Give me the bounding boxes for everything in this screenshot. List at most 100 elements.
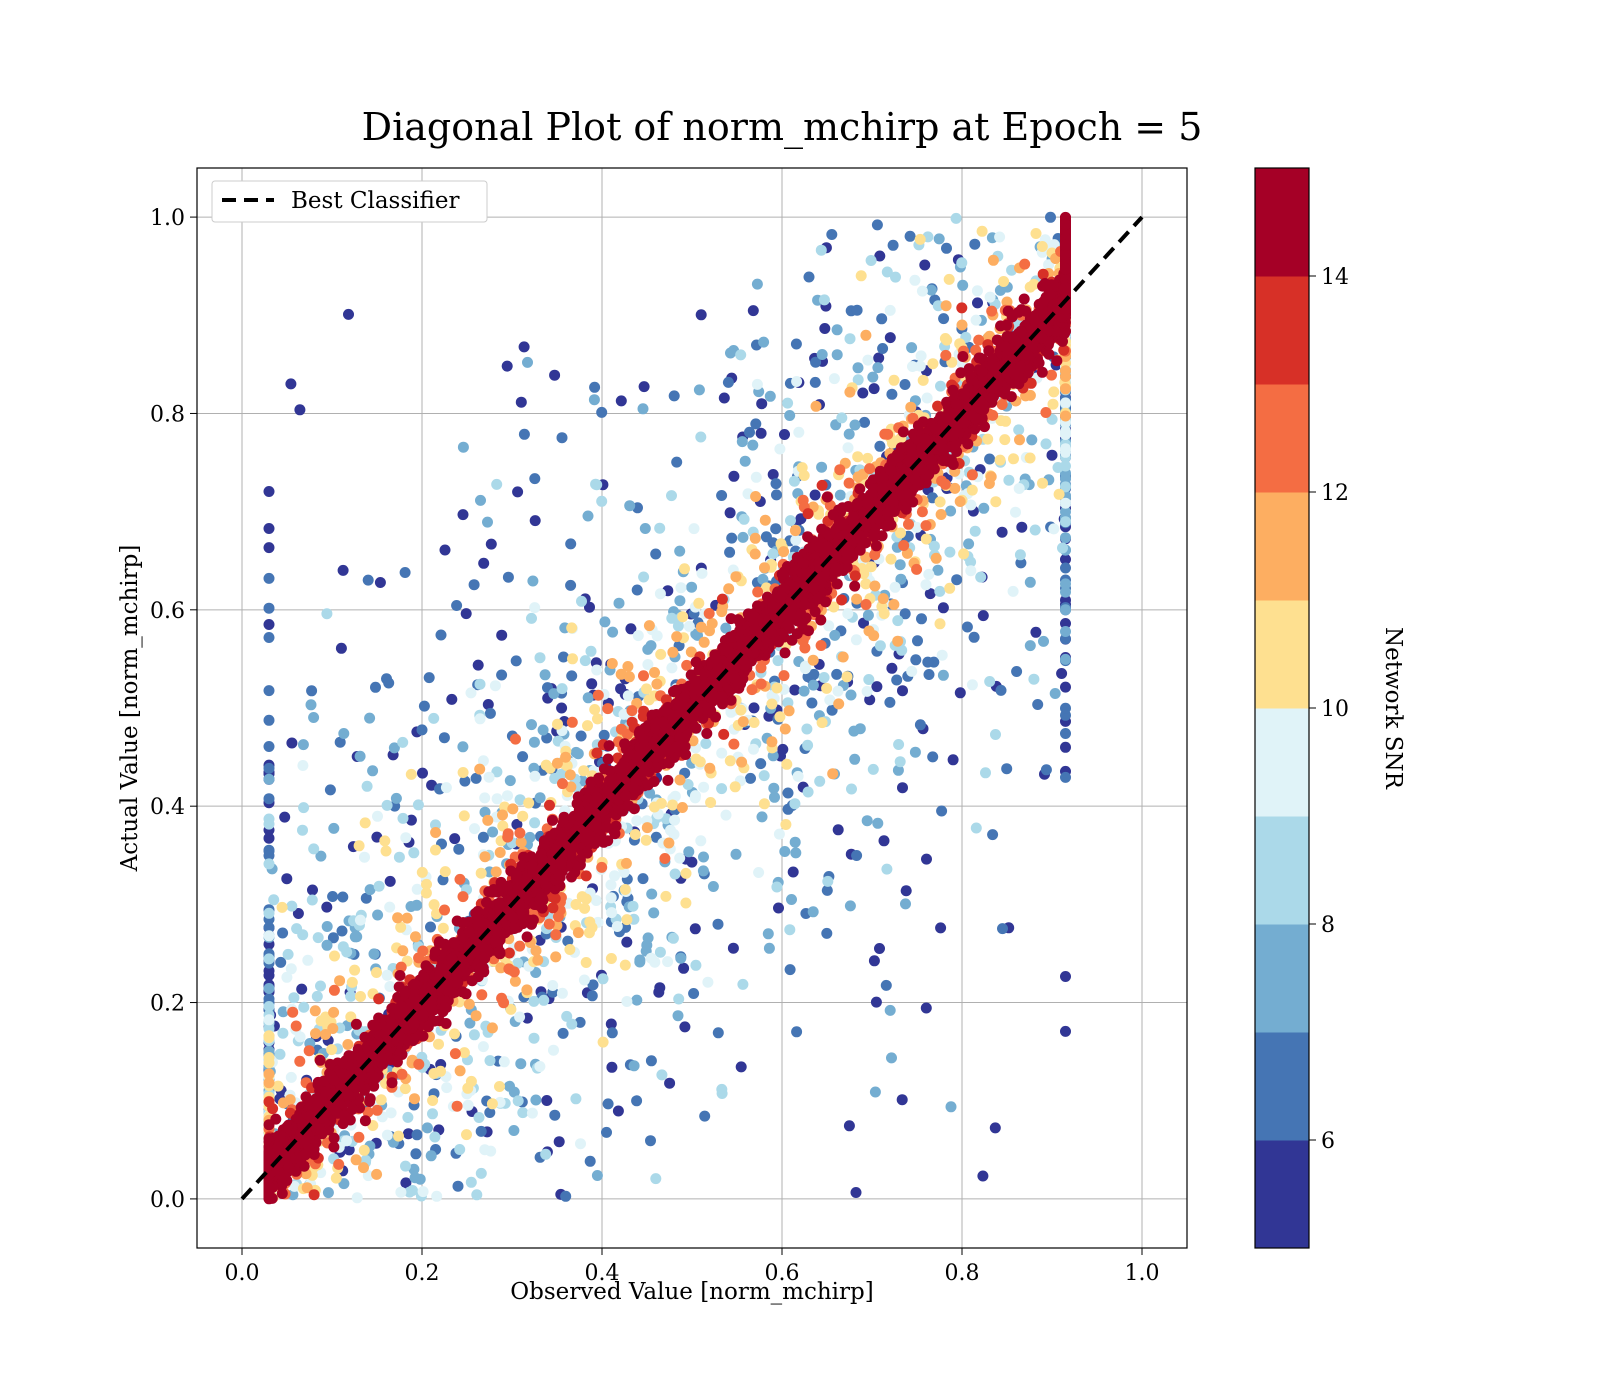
scatter-point (970, 314, 982, 326)
scatter-point (605, 953, 617, 964)
scatter-point (285, 378, 297, 390)
scatter-point (508, 966, 520, 978)
scatter-point (1003, 474, 1015, 486)
scatter-point (263, 523, 275, 534)
scatter-point (528, 995, 540, 1007)
scatter-point (666, 490, 677, 502)
scatter-point (263, 1032, 275, 1044)
scatter-point (1048, 239, 1060, 251)
scatter-point (263, 542, 275, 554)
scatter-point (263, 793, 275, 805)
scatter-point (1024, 576, 1036, 588)
scatter-point (281, 873, 293, 885)
scatter-point (844, 900, 856, 912)
scatter-point (1060, 481, 1071, 493)
scatter-point (994, 231, 1006, 243)
scatter-point (854, 483, 866, 495)
scatter-point (263, 969, 275, 981)
scatter-point (977, 1170, 989, 1182)
scatter-point (728, 738, 740, 750)
scatter-point (655, 648, 667, 660)
scatter-point (1019, 258, 1031, 270)
scatter-point (702, 976, 714, 988)
scatter-point (334, 975, 346, 987)
scatter-point (393, 1130, 404, 1142)
scatter-point (336, 925, 348, 937)
scatter-point (454, 1144, 466, 1155)
scatter-point (465, 687, 477, 699)
scatter-point (909, 274, 921, 286)
scatter-point (482, 516, 493, 528)
scatter-point (940, 349, 952, 361)
scatter-point (649, 667, 660, 678)
scatter-point (936, 649, 948, 661)
scatter-point (919, 259, 931, 271)
scatter-point (750, 418, 762, 430)
scatter-point (1060, 728, 1071, 739)
scatter-point (677, 611, 689, 623)
scatter-point (263, 850, 275, 862)
scatter-point (1060, 741, 1071, 753)
scatter-point (789, 798, 801, 810)
scatter-point (1040, 764, 1052, 776)
scatter-point (381, 673, 392, 685)
scatter-point (625, 623, 637, 635)
scatter-point (491, 766, 503, 778)
scatter-point (334, 736, 346, 748)
scatter-point (395, 921, 407, 933)
scatter-point (628, 1060, 640, 1072)
scatter-point (364, 1096, 376, 1107)
chart-title: Diagonal Plot of norm_mchirp at Epoch = … (362, 105, 1203, 150)
scatter-point (1048, 386, 1060, 398)
scatter-point (871, 219, 883, 231)
scatter-point (530, 945, 542, 957)
scatter-point (957, 351, 969, 362)
scatter-point (338, 728, 350, 739)
scatter-point (549, 1109, 561, 1121)
scatter-point (894, 756, 906, 768)
scatter-point (798, 685, 810, 697)
scatter-point (515, 836, 527, 848)
scatter-point (640, 834, 652, 846)
scatter-point (583, 927, 595, 939)
scatter-point (793, 426, 805, 438)
scatter-point (984, 291, 996, 303)
scatter-point (977, 610, 989, 622)
scatter-point (760, 531, 772, 543)
scatter-point (751, 378, 763, 390)
scatter-point (279, 811, 291, 823)
scatter-point (966, 469, 978, 481)
scatter-point (564, 944, 576, 955)
scatter-point (449, 1048, 461, 1060)
scatter-point (755, 678, 767, 690)
scatter-point (578, 765, 590, 777)
scatter-point (298, 802, 310, 814)
scatter-point (584, 601, 595, 613)
scatter-point (859, 416, 870, 428)
scatter-point (872, 817, 884, 829)
scatter-point (936, 805, 948, 817)
scatter-point (863, 625, 875, 637)
scatter-point (372, 810, 383, 822)
scatter-point (417, 1030, 429, 1042)
scatter-point (836, 594, 848, 606)
scatter-point (680, 867, 692, 879)
scatter-point (821, 927, 833, 939)
scatter-point (674, 545, 686, 557)
scatter-point (923, 669, 935, 680)
scatter-point (1030, 626, 1042, 638)
scatter-point (416, 866, 428, 878)
scatter-point (916, 285, 928, 297)
scatter-point (914, 233, 926, 245)
scatter-point (668, 390, 680, 402)
scatter-point (458, 810, 470, 822)
scatter-point (411, 1129, 423, 1141)
scatter-point (381, 799, 393, 811)
scatter-point (597, 973, 609, 985)
scatter-point (263, 1068, 275, 1080)
scatter-point (431, 1190, 443, 1202)
scatter-point (490, 866, 502, 878)
scatter-point (877, 593, 889, 605)
scatter-point (899, 608, 911, 620)
scatter-point (337, 891, 349, 903)
